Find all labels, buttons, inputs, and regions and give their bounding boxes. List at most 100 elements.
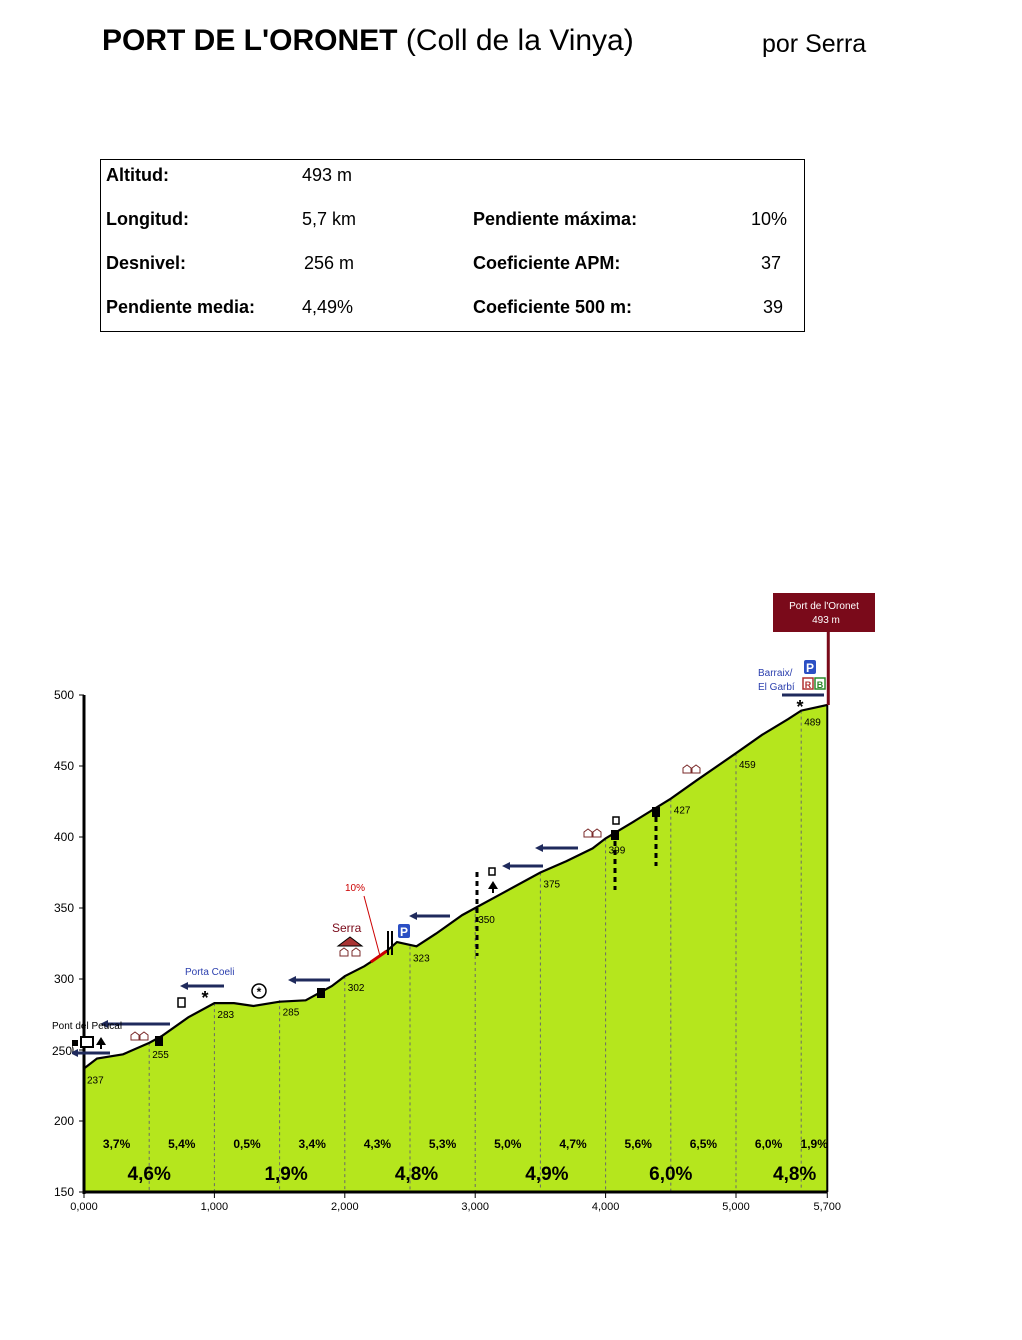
parking-icon-label: P (806, 661, 814, 675)
profile-line (83, 703, 828, 1070)
y-tick-label: 400 (54, 830, 74, 844)
km-slope-label: 4,6% (128, 1164, 171, 1185)
summit-box (773, 593, 875, 632)
y-tick-label: 350 (54, 901, 74, 915)
pendiente-media-label: Pendiente media: (106, 297, 256, 317)
place-label-pont-del-peucal: Pont del Peucal (52, 1021, 122, 1032)
place-label-el-garbi: El Garbí (758, 682, 795, 693)
monastery-icon (251, 983, 267, 999)
c500-label: Coeficiente 500 m: (473, 297, 633, 317)
pendiente-maxima-label: Pendiente máxima: (473, 209, 638, 229)
x-tick-label: 1,000 (201, 1201, 229, 1213)
arrow-icon-head (100, 1020, 108, 1028)
km-slope-label: 6,0% (649, 1164, 692, 1185)
pendiente-media-value: 4,49% (302, 297, 354, 317)
half-km-slope-label: 3,4% (299, 1137, 327, 1151)
fountain-icon (488, 867, 496, 876)
stats-table: Altitud: 493 m Longitud: 5,7 km Desnivel… (100, 159, 805, 332)
start-elev-bg (51, 1043, 72, 1057)
x-tick-label: 5,000 (722, 1201, 750, 1213)
y-tick-label: 200 (54, 1114, 74, 1128)
max-slope-label: 10% (345, 883, 365, 894)
half-km-slope-label: 3,7% (103, 1137, 131, 1151)
house-icon (130, 1031, 140, 1041)
half-km-slope-label: 5,3% (429, 1137, 457, 1151)
half-km-slope-label: 4,3% (364, 1137, 392, 1151)
restaurant-icon (802, 677, 814, 690)
parking-icon-label: P (400, 925, 408, 939)
monastery-icon-star: * (257, 985, 262, 999)
signpost-icon (155, 1036, 163, 1046)
km-slope-label: 4,8% (773, 1164, 816, 1185)
signpost-icon (317, 988, 325, 998)
asterisk-icon: * (796, 697, 803, 717)
elevation-label: 285 (283, 1007, 300, 1018)
tree-icon (96, 1037, 106, 1045)
elevation-label: 350 (478, 915, 495, 926)
apm-label: Coeficiente APM: (473, 253, 621, 273)
church-roof-icon (336, 936, 364, 947)
altitud-label: Altitud: (106, 165, 169, 185)
longitud-value: 5,7 km (302, 209, 357, 229)
half-km-slope-label: 4,7% (559, 1137, 587, 1151)
page-title: PORT DE L'ORONET (Coll de la Vinya) (102, 24, 634, 58)
y-tick-label: 300 (54, 972, 74, 986)
bar-icon-label: B (817, 680, 824, 690)
elevation-label: 255 (152, 1050, 169, 1061)
elevation-label: 399 (609, 845, 626, 856)
x-tick-label: 3,000 (461, 1201, 489, 1213)
half-km-slope-label: 5,4% (168, 1137, 196, 1151)
asterisk-icon: * (201, 988, 208, 1008)
half-km-slope-label: 6,0% (755, 1137, 783, 1151)
elevation-label: 489 (804, 718, 821, 729)
arrow-icon-head (70, 1049, 78, 1057)
summit-name: Port de l'Oronet (789, 601, 859, 612)
x-tick-label: 0,000 (70, 1201, 98, 1213)
max-slope-leader (363, 895, 381, 957)
y-tick-label: 450 (54, 759, 74, 773)
c500-value: 39 (763, 297, 784, 317)
summit-elevation: 493 m (812, 615, 840, 626)
half-km-slope-label: 5,6% (625, 1137, 653, 1151)
half-km-slope-label: 6,5% (690, 1137, 718, 1151)
km-slope-label: 4,8% (395, 1164, 438, 1185)
house-icon (592, 828, 602, 838)
building-icon (80, 1036, 94, 1048)
signpost-icon (652, 807, 660, 817)
restaurant-icon-label: R (805, 680, 812, 690)
km-slope-label: 1,9% (264, 1164, 307, 1185)
house-icon (351, 947, 361, 957)
elevation-label: 323 (413, 953, 430, 964)
km-slope-label: 4,9% (525, 1164, 568, 1185)
desnivel-label: Desnivel: (106, 253, 187, 273)
elevation-label: 302 (348, 983, 365, 994)
fountain-icon (612, 816, 620, 825)
y-tick-label: 150 (54, 1185, 74, 1199)
signpost-icon (611, 830, 619, 840)
title-main: PORT DE L'ORONET (102, 24, 398, 57)
arrow-icon-head (409, 912, 417, 920)
half-km-slope-label: 1,9% (801, 1137, 829, 1151)
elevation-label: 427 (674, 806, 691, 817)
place-label-serra: Serra (332, 921, 362, 935)
longitud-label: Longitud: (106, 209, 189, 229)
start-elevation-label: 250 (52, 1044, 72, 1058)
pendiente-maxima-value: 10% (751, 209, 788, 229)
tree-icon (488, 881, 498, 889)
author: por Serra (762, 30, 867, 58)
bar-icon (814, 677, 826, 690)
building-icon-small (72, 1040, 78, 1046)
arrow-icon-head (502, 862, 510, 870)
fuel-icon (177, 997, 186, 1008)
house-icon (682, 764, 692, 774)
place-label-barraix: Barraix/ (758, 668, 793, 679)
x-tick-label: 5,700 (814, 1201, 842, 1213)
house-icon (583, 828, 593, 838)
house-icon (691, 764, 701, 774)
x-tick-label: 4,000 (592, 1201, 620, 1213)
elevation-label: 459 (739, 760, 756, 771)
house-icon (339, 947, 349, 957)
elevation-label: 375 (543, 880, 560, 891)
desnivel-value: 256 m (304, 253, 355, 273)
